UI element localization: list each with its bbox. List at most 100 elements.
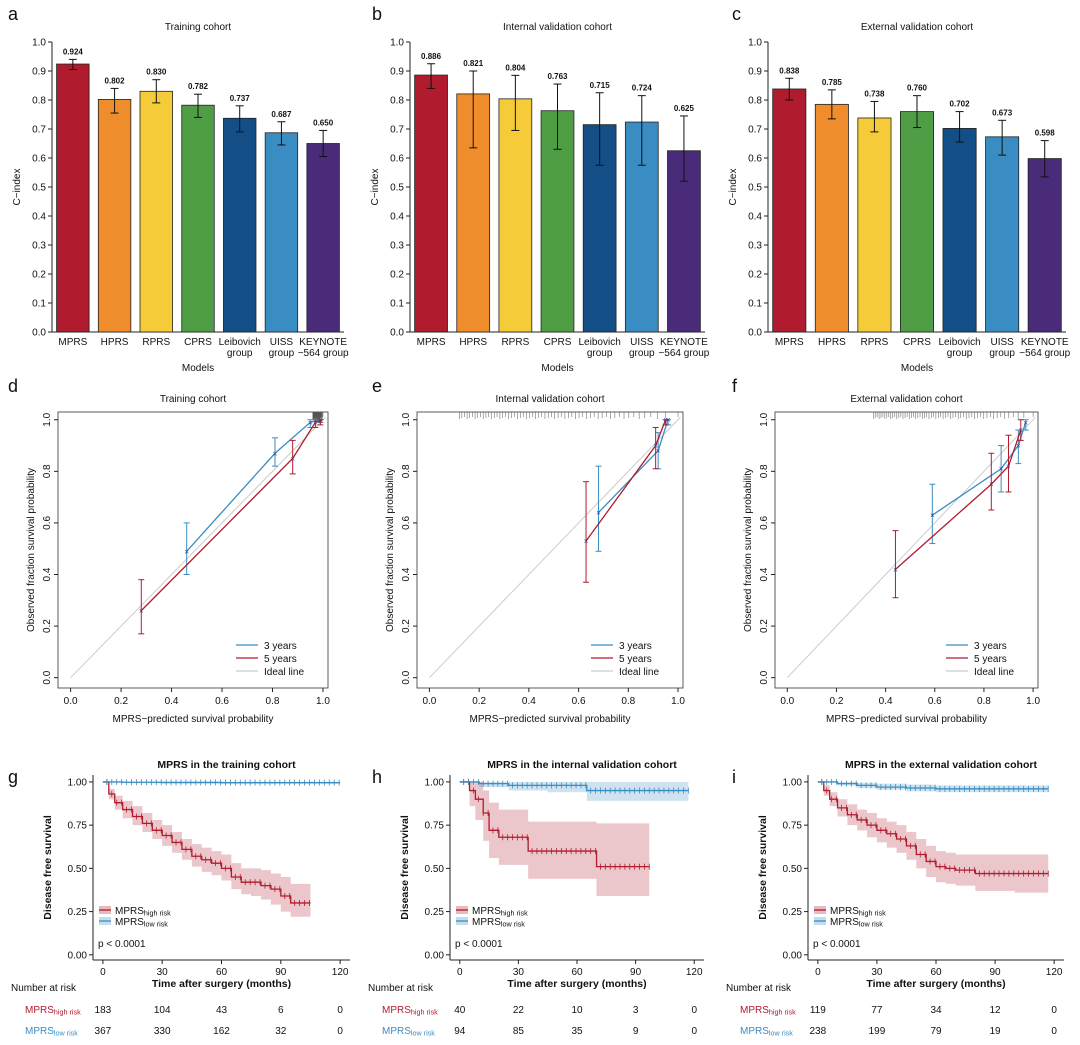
bar bbox=[1027, 158, 1062, 333]
y-tick-label: 1.0 bbox=[759, 412, 770, 426]
confidence-band bbox=[459, 781, 650, 897]
data-label: 0.924 bbox=[63, 47, 84, 56]
chart-title: Training cohort bbox=[160, 394, 227, 405]
panel-c: c External validation cohort 0.0 0.1 0.2 0.3 0… bbox=[728, 4, 1071, 374]
risk-table-count: 3 bbox=[633, 1005, 639, 1016]
x-tick-label: group bbox=[587, 348, 613, 359]
y-axis-label: Observed fraction survival probability bbox=[385, 468, 396, 632]
confidence-band bbox=[102, 781, 311, 917]
y-tick-label: 0.8 bbox=[401, 464, 412, 478]
x-tick-label: HPRS bbox=[459, 337, 487, 348]
x-tick-label: MPRS bbox=[58, 337, 87, 348]
data-label: 0.782 bbox=[188, 82, 209, 91]
x-tick-label: UISS bbox=[630, 337, 654, 348]
x-tick-label: 0.2 bbox=[829, 696, 843, 707]
panel-g: g MPRS in the training cohort 0.00 0.25 0.50… bbox=[8, 759, 350, 1038]
x-tick-label: 0.4 bbox=[522, 696, 536, 707]
y-tick-label: 0.6 bbox=[401, 516, 412, 530]
y-tick-label: 0.8 bbox=[32, 96, 46, 107]
y-axis-label: C−index bbox=[370, 169, 381, 206]
legend-label: 3 years bbox=[974, 641, 1007, 652]
y-tick-label: 1.00 bbox=[783, 777, 803, 788]
data-label: 0.763 bbox=[547, 72, 568, 81]
y-axis-label: C−index bbox=[12, 169, 23, 206]
y-tick-label: 0.9 bbox=[32, 67, 46, 78]
x-tick-label: 90 bbox=[990, 967, 1002, 978]
data-label: 0.738 bbox=[864, 89, 885, 98]
x-tick-label: 1.0 bbox=[1026, 696, 1040, 707]
risk-table-count: 0 bbox=[691, 1026, 697, 1037]
point-marker: × bbox=[273, 449, 278, 458]
y-tick-label: 0.1 bbox=[32, 299, 46, 310]
x-tick-label: 60 bbox=[571, 967, 583, 978]
y-tick-label: 0.4 bbox=[401, 567, 412, 581]
y-tick-label: 0.0 bbox=[42, 670, 53, 684]
point-marker: × bbox=[1018, 426, 1023, 435]
x-tick-label: Leibovich bbox=[938, 337, 980, 348]
bar bbox=[414, 74, 448, 333]
y-tick-label: 0.0 bbox=[401, 670, 412, 684]
data-label: 0.804 bbox=[505, 63, 526, 72]
risk-table-group: MPRShigh risk bbox=[25, 1005, 81, 1017]
risk-table-count: 19 bbox=[990, 1026, 1002, 1037]
y-tick-label: 0.00 bbox=[783, 950, 803, 961]
risk-table-count: 0 bbox=[1051, 1026, 1057, 1037]
risk-table-count: 22 bbox=[513, 1005, 525, 1016]
data-label: 0.838 bbox=[779, 66, 800, 75]
point-marker: × bbox=[663, 416, 668, 425]
series-line bbox=[895, 429, 1022, 570]
panel-b: b Internal validation cohort 0.0 0.1 0.2 0.3 0… bbox=[370, 4, 710, 374]
risk-table-group: MPRShigh risk bbox=[382, 1005, 438, 1017]
risk-table-count: 85 bbox=[513, 1026, 525, 1037]
y-tick-label: 0.2 bbox=[390, 270, 404, 281]
x-tick-label: group bbox=[269, 348, 295, 359]
y-axis-label: C−index bbox=[728, 169, 739, 206]
x-tick-label: 0.8 bbox=[977, 696, 991, 707]
legend-label: MPRSlow risk bbox=[472, 917, 525, 929]
chart-title: Training cohort bbox=[165, 22, 232, 33]
plot-frame bbox=[774, 411, 1039, 689]
risk-table-group: MPRSlow risk bbox=[25, 1026, 78, 1038]
bar bbox=[181, 104, 215, 333]
y-tick-label: 0.7 bbox=[390, 125, 404, 136]
x-tick-label: UISS bbox=[270, 337, 294, 348]
y-tick-label: 0.8 bbox=[390, 96, 404, 107]
y-tick-label: 1.00 bbox=[425, 777, 445, 788]
x-tick-label: HPRS bbox=[818, 337, 846, 348]
y-tick-label: 0.2 bbox=[32, 270, 46, 281]
risk-table-count: 79 bbox=[930, 1026, 942, 1037]
chart-title: External validation cohort bbox=[850, 394, 963, 405]
risk-table-title: Number at risk bbox=[726, 983, 792, 994]
x-tick-label: 30 bbox=[513, 967, 525, 978]
panel-letter: h bbox=[372, 767, 382, 787]
x-tick-label: −564 group bbox=[1019, 348, 1070, 359]
risk-table-count: 34 bbox=[930, 1005, 942, 1016]
risk-table-group: MPRSlow risk bbox=[740, 1026, 793, 1038]
y-axis-label: Disease free survival bbox=[42, 815, 54, 920]
data-label: 0.673 bbox=[992, 108, 1013, 117]
chart-title: External validation cohort bbox=[861, 22, 974, 33]
y-tick-label: 1.0 bbox=[401, 412, 412, 426]
risk-table-count: 32 bbox=[275, 1026, 287, 1037]
point-marker: × bbox=[653, 442, 658, 451]
point-marker: × bbox=[1016, 442, 1021, 451]
panel-letter: b bbox=[372, 4, 382, 24]
y-tick-label: 1.0 bbox=[748, 38, 762, 49]
panel-letter: c bbox=[732, 4, 741, 24]
point-marker: × bbox=[930, 511, 935, 520]
x-tick-label: 1.0 bbox=[671, 696, 685, 707]
bar bbox=[306, 143, 340, 333]
x-tick-label: CPRS bbox=[184, 337, 212, 348]
panel-i: i MPRS in the external validation cohort 0… bbox=[726, 759, 1064, 1038]
y-tick-label: 0.75 bbox=[425, 821, 445, 832]
risk-table-title: Number at risk bbox=[11, 983, 77, 994]
bar bbox=[498, 98, 533, 333]
y-tick-label: 0.75 bbox=[68, 821, 88, 832]
panel-letter: a bbox=[8, 4, 19, 24]
x-tick-label: CPRS bbox=[903, 337, 931, 348]
point-marker: × bbox=[1006, 462, 1011, 471]
y-tick-label: 0.9 bbox=[748, 67, 762, 78]
chart-title: MPRS in the external validation cohort bbox=[845, 759, 1037, 771]
y-tick-label: 0.8 bbox=[759, 464, 770, 478]
